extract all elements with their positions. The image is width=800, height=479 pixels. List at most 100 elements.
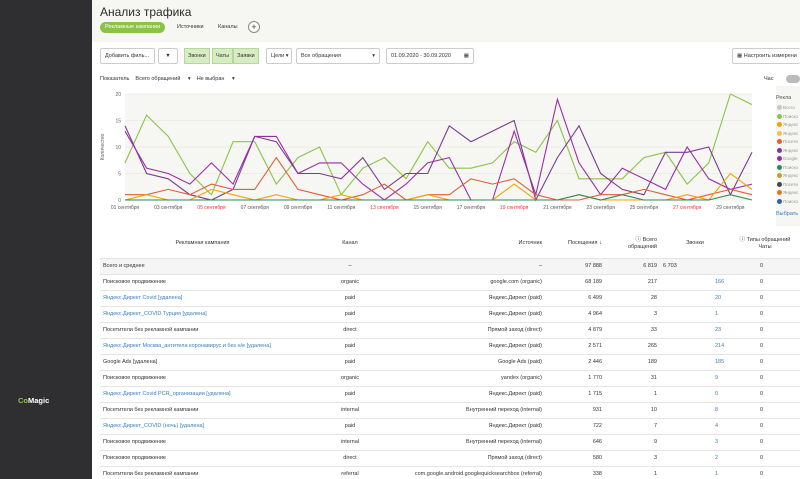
cell-calls[interactable]: 1 (660, 466, 730, 479)
cell-calls[interactable]: 1 (660, 306, 730, 323)
table-row[interactable]: Яндекс.Директ Covid PCR_организации [уда… (100, 386, 800, 403)
cell-calls[interactable]: 2 (660, 450, 730, 467)
x-tick-label: 01 сентября (111, 205, 140, 211)
second-indicator-value: Не выбран (196, 76, 225, 82)
cell-calls[interactable]: 214 (660, 338, 730, 355)
legend-item[interactable]: Google (777, 156, 798, 162)
cell-calls[interactable]: 8 (660, 402, 730, 419)
x-tick-label: 27 сентября (673, 205, 702, 211)
legend-item-label: Яндекс (783, 130, 799, 136)
cell-campaign[interactable]: Яндекс.Директ Covid PCR_организации [уда… (100, 386, 305, 403)
legend-item-label: Яндекс (783, 147, 799, 153)
table-row[interactable]: Всего и среднее – –97 888 6 819 6 703 0 (100, 258, 800, 275)
cell-visits: 338 (545, 466, 605, 479)
legend-item[interactable]: Поиско (777, 165, 798, 170)
segment-calls[interactable]: Звонки (184, 48, 210, 64)
cell-calls[interactable]: 9 (660, 370, 730, 387)
cell-calls[interactable]: 3 (660, 434, 730, 451)
legend-item[interactable]: Яндекс (777, 148, 798, 153)
goals-dropdown[interactable]: Цели ▾ (266, 48, 292, 64)
segment-chats[interactable]: Чаты (212, 48, 234, 64)
granularity-toggle[interactable] (786, 75, 800, 83)
col-channel[interactable]: Канал (305, 230, 395, 259)
cell-campaign[interactable]: Яндекс.Директ Москва_антитела коронавиру… (100, 338, 305, 355)
cell-calls[interactable]: 20 (660, 290, 730, 307)
y-axis-label: Количество (100, 133, 106, 160)
tab-campaigns[interactable]: Рекламные кампании (100, 22, 166, 33)
table-row[interactable]: Яндекс.Директ_COVID (ночь) [удалена] paid… (100, 418, 800, 435)
col-chats[interactable]: ⓘ Типы обращений Чаты (730, 230, 800, 259)
x-tick-label: 05 сентября (197, 205, 226, 211)
table-row[interactable]: Поисковое продвижение organic yandex (orga… (100, 370, 800, 387)
table-row[interactable]: Поисковое продвижение direct Прямой заход … (100, 450, 800, 467)
table-row[interactable]: Яндекс.Директ Covid [удалена] paid Яндекс.… (100, 290, 800, 307)
cell-campaign[interactable]: Яндекс.Директ Covid [удалена] (100, 290, 305, 307)
cell-channel: direct (305, 450, 395, 467)
legend-item[interactable]: Всего (777, 105, 795, 111)
segment-requests[interactable]: Заявки (233, 48, 259, 64)
add-filter-button[interactable]: Добавить филь... (100, 48, 155, 64)
table-row[interactable]: Поисковое продвижение internal Внутренний … (100, 434, 800, 451)
cell-chats: 0 (730, 434, 800, 451)
col-types-label: Типы обращений (746, 236, 791, 243)
tab-sources[interactable]: Источники (177, 24, 204, 30)
legend-select-link[interactable]: Выбрать (776, 211, 799, 217)
table-row[interactable]: Посетители без рекламной кампании interna… (100, 402, 800, 419)
cell-campaign: Google Ads [удалена] (100, 354, 305, 371)
col-visits[interactable]: Посещения ↓ (545, 230, 605, 259)
table-row[interactable]: Яндекс.Директ Москва_антитела коронавиру… (100, 338, 800, 355)
table-row[interactable]: Посетители без рекламной кампании direct П… (100, 322, 800, 339)
col-calls[interactable]: Звонки (660, 230, 730, 259)
table-row[interactable]: Яндекс.Директ_COVID Турция [удалена] paid… (100, 306, 800, 323)
cell-calls[interactable]: 4 (660, 418, 730, 435)
table-row[interactable]: Поисковое продвижение organic google.com (… (100, 274, 800, 291)
col-campaign[interactable]: Рекламная кампания (100, 230, 305, 259)
col-source[interactable]: Источник (395, 230, 545, 259)
cell-total: 33 (605, 322, 660, 339)
legend-item[interactable]: Яндекс (777, 173, 799, 179)
y-tick-label: 10 (115, 145, 121, 151)
cell-channel: paid (305, 306, 395, 323)
legend-item[interactable]: Яндекс (777, 190, 798, 196)
legend-item[interactable]: Поиско (777, 199, 798, 204)
cell-calls[interactable]: 166 (660, 274, 730, 291)
cell-campaign[interactable]: Яндекс.Директ_COVID Турция [удалена] (100, 306, 305, 323)
cell-source: Яндекс.Директ (paid) (395, 290, 545, 307)
requests-select[interactable]: Все обращения ▾ (296, 48, 380, 64)
indicator-select[interactable]: Всего обращений ▾ (135, 76, 191, 82)
cell-source: yandex (organic) (395, 370, 545, 387)
cell-channel: organic (305, 370, 395, 387)
legend-item[interactable]: Поиско (777, 114, 798, 119)
second-indicator-select[interactable]: Не выбран ▾ (196, 76, 235, 82)
cell-calls[interactable]: 23 (660, 322, 730, 339)
cell-calls[interactable]: 0 (660, 386, 730, 403)
legend-item[interactable]: Посети (777, 182, 798, 187)
cell-visits: 931 (545, 402, 605, 419)
cell-chats: 0 (730, 322, 800, 339)
table-row[interactable]: Google Ads [удалена] paid Google Ads (paid… (100, 354, 800, 371)
legend-item[interactable]: Яндекс (777, 122, 798, 128)
legend-item[interactable]: Яндекс (777, 131, 798, 136)
date-range-input[interactable]: 01.09.2020 - 30.09.2020 ▦ (386, 48, 474, 64)
page-header: Анализ трафика Рекламные кампании Источн… (92, 0, 800, 42)
filter-icon[interactable]: ▼ (158, 48, 178, 64)
cell-total: 9 (605, 434, 660, 451)
cell-channel: paid (305, 386, 395, 403)
configure-dimensions-button[interactable]: ▦ Настроить измерени (732, 48, 800, 64)
cell-campaign[interactable]: Яндекс.Директ_COVID (ночь) [удалена] (100, 418, 305, 435)
tab-channels[interactable]: Каналы (218, 24, 238, 30)
legend-item[interactable]: Посети (777, 139, 798, 145)
comagic-logo[interactable]: CoMagic (18, 396, 49, 405)
data-table: Рекламная кампания Канал Источник Посеще… (100, 230, 800, 479)
add-tab-button[interactable]: + (248, 21, 260, 33)
series-line (125, 156, 753, 201)
table-row[interactable]: Посетители без рекламной кампании referra… (100, 466, 800, 479)
legend-item-label: Яндекс (783, 173, 799, 178)
col-total-requests[interactable]: ⓘ Всего обращений (605, 230, 660, 259)
legend-dot-icon (777, 164, 782, 170)
cell-campaign: Поисковое продвижение (100, 434, 305, 451)
logo-rest: Magic (28, 396, 50, 405)
cell-calls[interactable]: 185 (660, 354, 730, 371)
cell-source: – (395, 258, 545, 275)
